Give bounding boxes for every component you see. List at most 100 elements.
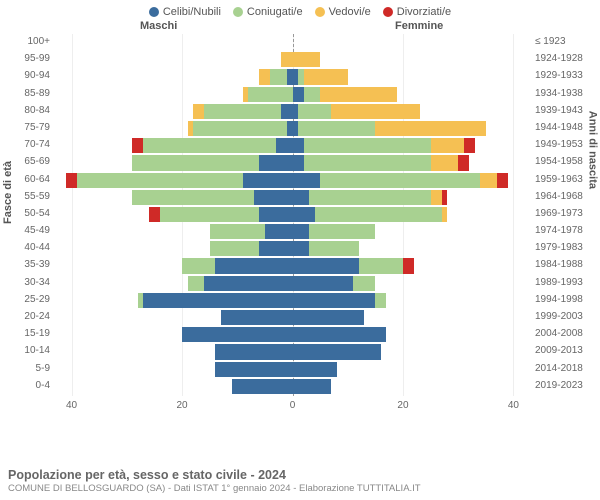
bar-female bbox=[293, 379, 531, 394]
header-male: Maschi bbox=[140, 20, 177, 32]
legend-swatch bbox=[383, 7, 393, 17]
x-tick: 40 bbox=[508, 400, 519, 411]
age-label: 10-14 bbox=[10, 345, 50, 356]
age-label: 25-29 bbox=[10, 294, 50, 305]
bar-male bbox=[55, 121, 293, 136]
bar-female bbox=[293, 35, 531, 50]
age-row: 5-92014-2018 bbox=[55, 361, 530, 378]
bar-male bbox=[55, 362, 293, 377]
year-label: ≤ 1923 bbox=[535, 36, 595, 47]
bar-male bbox=[55, 190, 293, 205]
bar-female bbox=[293, 155, 531, 170]
legend-label: Divorziati/e bbox=[397, 6, 451, 18]
bar-female bbox=[293, 121, 531, 136]
bar-female bbox=[293, 276, 531, 291]
year-label: 1984-1988 bbox=[535, 259, 595, 270]
legend-label: Celibi/Nubili bbox=[163, 6, 221, 18]
bar-male bbox=[55, 104, 293, 119]
chart-rows: 100+≤ 192395-991924-192890-941929-193385… bbox=[55, 34, 530, 396]
age-label: 65-69 bbox=[10, 156, 50, 167]
bar-male bbox=[55, 35, 293, 50]
age-row: 80-841939-1943 bbox=[55, 103, 530, 120]
year-label: 1999-2003 bbox=[535, 311, 595, 322]
year-label: 1944-1948 bbox=[535, 122, 595, 133]
year-label: 1964-1968 bbox=[535, 191, 595, 202]
x-axis: 402002040 bbox=[55, 400, 530, 420]
year-label: 1924-1928 bbox=[535, 53, 595, 64]
year-label: 1969-1973 bbox=[535, 208, 595, 219]
chart-subtitle: COMUNE DI BELLOSGUARDO (SA) - Dati ISTAT… bbox=[8, 483, 421, 494]
age-label: 20-24 bbox=[10, 311, 50, 322]
year-label: 2004-2008 bbox=[535, 328, 595, 339]
header-female: Femmine bbox=[395, 20, 443, 32]
bar-zone bbox=[55, 362, 530, 377]
bar-female bbox=[293, 173, 531, 188]
age-label: 75-79 bbox=[10, 122, 50, 133]
bar-zone bbox=[55, 35, 530, 50]
bar-zone bbox=[55, 310, 530, 325]
bar-male bbox=[55, 207, 293, 222]
bar-zone bbox=[55, 87, 530, 102]
legend-item: Vedovi/e bbox=[315, 6, 371, 18]
column-headers: Maschi Femmine bbox=[0, 20, 600, 34]
bar-zone bbox=[55, 344, 530, 359]
bar-female bbox=[293, 69, 531, 84]
age-row: 85-891934-1938 bbox=[55, 86, 530, 103]
bar-zone bbox=[55, 104, 530, 119]
bar-male bbox=[55, 327, 293, 342]
bar-female bbox=[293, 310, 531, 325]
year-label: 1994-1998 bbox=[535, 294, 595, 305]
age-label: 5-9 bbox=[10, 363, 50, 374]
bar-male bbox=[55, 138, 293, 153]
year-label: 1954-1958 bbox=[535, 156, 595, 167]
bar-female bbox=[293, 207, 531, 222]
year-label: 2009-2013 bbox=[535, 345, 595, 356]
bar-zone bbox=[55, 379, 530, 394]
bar-female bbox=[293, 362, 531, 377]
bar-female bbox=[293, 241, 531, 256]
bar-zone bbox=[55, 276, 530, 291]
age-row: 35-391984-1988 bbox=[55, 257, 530, 274]
age-label: 15-19 bbox=[10, 328, 50, 339]
chart-footer: Popolazione per età, sesso e stato civil… bbox=[8, 468, 421, 494]
year-label: 1974-1978 bbox=[535, 225, 595, 236]
age-row: 90-941929-1933 bbox=[55, 68, 530, 85]
year-label: 2019-2023 bbox=[535, 380, 595, 391]
age-row: 100+≤ 1923 bbox=[55, 34, 530, 51]
age-row: 45-491974-1978 bbox=[55, 223, 530, 240]
bar-zone bbox=[55, 258, 530, 273]
bar-zone bbox=[55, 327, 530, 342]
bar-zone bbox=[55, 69, 530, 84]
age-label: 55-59 bbox=[10, 191, 50, 202]
bar-male bbox=[55, 173, 293, 188]
age-row: 30-341989-1993 bbox=[55, 275, 530, 292]
bar-female bbox=[293, 138, 531, 153]
age-row: 50-541969-1973 bbox=[55, 206, 530, 223]
bar-zone bbox=[55, 190, 530, 205]
x-tick: 20 bbox=[176, 400, 187, 411]
bar-male bbox=[55, 241, 293, 256]
year-label: 1934-1938 bbox=[535, 88, 595, 99]
legend-label: Vedovi/e bbox=[329, 6, 371, 18]
age-row: 25-291994-1998 bbox=[55, 292, 530, 309]
age-label: 30-34 bbox=[10, 277, 50, 288]
age-row: 10-142009-2013 bbox=[55, 343, 530, 360]
year-label: 1989-1993 bbox=[535, 277, 595, 288]
legend-item: Coniugati/e bbox=[233, 6, 303, 18]
bar-female bbox=[293, 190, 531, 205]
legend-swatch bbox=[315, 7, 325, 17]
bar-female bbox=[293, 258, 531, 273]
year-label: 1959-1963 bbox=[535, 174, 595, 185]
bar-female bbox=[293, 87, 531, 102]
bar-zone bbox=[55, 207, 530, 222]
bar-zone bbox=[55, 121, 530, 136]
bar-male bbox=[55, 293, 293, 308]
legend-swatch bbox=[149, 7, 159, 17]
bar-female bbox=[293, 344, 531, 359]
age-label: 50-54 bbox=[10, 208, 50, 219]
age-label: 60-64 bbox=[10, 174, 50, 185]
legend-item: Divorziati/e bbox=[383, 6, 451, 18]
bar-male bbox=[55, 69, 293, 84]
bar-female bbox=[293, 104, 531, 119]
bar-zone bbox=[55, 173, 530, 188]
